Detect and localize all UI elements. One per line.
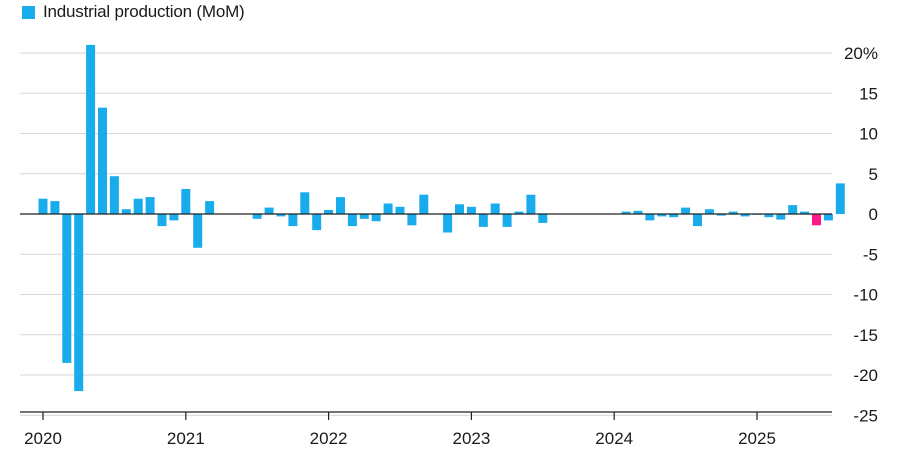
bar [98,107,107,214]
y-tick-label: -5 [863,245,878,264]
y-tick-label: 10 [859,125,878,144]
bar [728,211,738,214]
bar [264,207,274,214]
bar [74,214,84,392]
bar [466,206,476,214]
bar [835,183,845,214]
bar [324,210,334,214]
bar [133,198,143,214]
bar [336,197,345,214]
bar [109,176,119,214]
bar [276,214,286,217]
y-tick-label: -25 [853,406,878,425]
bar [407,214,417,226]
x-tick-label: 2022 [310,429,348,448]
legend-label: Industrial production (MoM) [43,2,245,21]
bar [157,214,167,227]
bar [693,214,702,227]
bar [681,207,691,214]
y-tick-label: -20 [853,366,878,385]
x-axis [20,213,832,420]
bar [371,214,381,222]
bar [633,210,643,214]
bar [395,206,405,214]
bar [478,214,488,227]
x-tick-label: 2025 [738,429,776,448]
bar [205,201,215,214]
bar [193,214,203,248]
bar [788,205,798,214]
bar [776,214,786,220]
grid-lines [20,52,832,416]
bar [121,209,131,214]
bar [169,214,179,221]
bar [704,209,714,214]
y-tick-label: 20% [844,44,878,63]
x-axis-labels: 2020 2021 2022 2023 2024 2025 [24,429,776,448]
bar [716,214,726,216]
bar-latest [812,214,821,226]
bar [538,214,548,223]
y-tick-label: 5 [869,165,878,184]
y-tick-label: 15 [859,84,878,103]
legend: Industrial production (MoM) [22,2,245,22]
bar [514,211,524,214]
x-tick-label: 2020 [24,429,62,448]
bar [383,203,393,214]
bar [347,214,357,227]
bar [312,214,322,231]
y-tick-label: 0 [869,205,878,224]
bar [86,44,96,215]
x-tick-label: 2021 [167,429,205,448]
bar [502,214,512,227]
legend-swatch [22,5,35,19]
bar [359,214,369,219]
x-tick-label: 2023 [452,429,490,448]
bars [38,44,845,392]
bar [526,194,536,214]
bar [145,197,155,214]
bar [621,211,631,214]
y-tick-label: -15 [853,326,878,345]
bar [181,189,191,214]
bar [490,203,500,214]
bar [800,211,810,214]
bar [38,198,48,214]
x-tick-label: 2024 [595,429,633,448]
bar [288,214,298,227]
bar [300,192,310,214]
bar [764,214,774,218]
bar [823,214,833,221]
bar [740,214,750,217]
bar [252,214,262,219]
y-tick-label: -10 [853,286,878,305]
bar [50,201,60,214]
bar [419,194,429,214]
bar [62,214,72,363]
bar [669,214,679,218]
bar [455,204,464,214]
bar [657,214,667,217]
y-axis-labels: 20% 15 10 5 0 -5 -10 -15 -20 -25 [844,44,878,425]
bar [443,214,453,233]
bar [645,214,655,221]
